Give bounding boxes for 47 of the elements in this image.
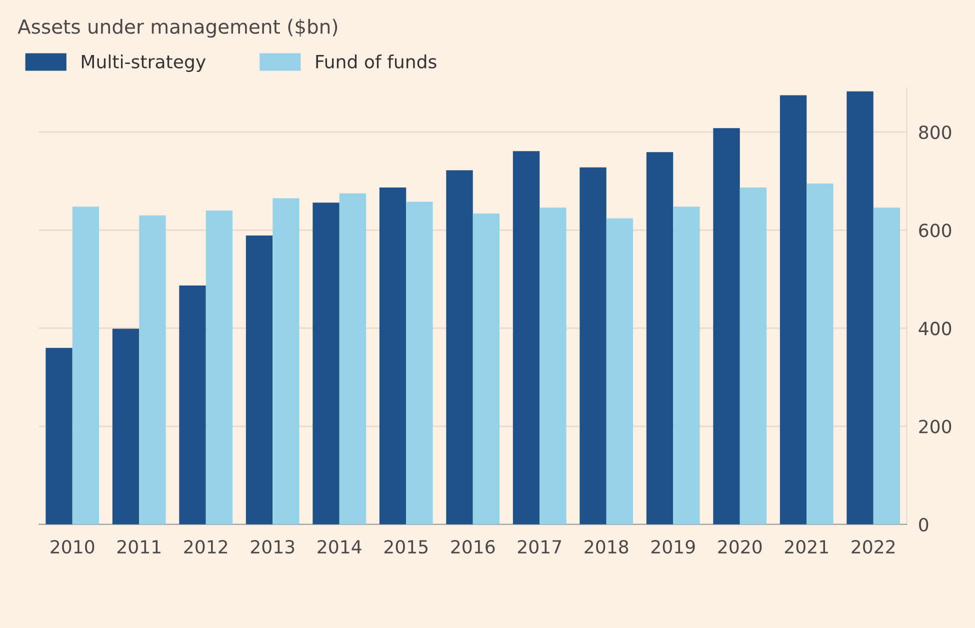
bar <box>472 213 500 524</box>
bar <box>846 91 874 524</box>
x-tick-label: 2011 <box>117 540 160 554</box>
bar <box>540 208 566 524</box>
bar <box>46 348 72 524</box>
legend-label: Multi-strategy <box>82 54 206 72</box>
bar <box>780 95 807 524</box>
bar <box>312 202 340 524</box>
bar <box>580 167 606 524</box>
bar <box>139 215 166 524</box>
chart-title: Assets under management ($bn) <box>18 18 338 38</box>
x-tick-label: 2017 <box>518 540 562 554</box>
bar <box>72 206 100 524</box>
bar <box>713 128 740 524</box>
bar <box>606 218 634 524</box>
bar <box>339 193 366 524</box>
x-tick-label: 2021 <box>784 540 828 554</box>
x-tick-label: 2010 <box>50 540 94 554</box>
bar <box>740 187 767 524</box>
y-tick-label: 0 <box>919 518 928 532</box>
bar <box>179 286 206 524</box>
bar <box>806 184 834 524</box>
bar <box>673 206 700 524</box>
y-tick-label: 200 <box>919 420 952 434</box>
bar <box>246 236 273 524</box>
x-tick-label: 2019 <box>651 540 695 554</box>
x-tick-label: 2015 <box>384 540 428 554</box>
x-tick-label: 2014 <box>318 540 362 554</box>
bar <box>512 151 540 524</box>
x-tick-label: 2016 <box>451 540 495 554</box>
bar <box>272 198 300 524</box>
bar <box>379 187 406 524</box>
bar <box>406 202 433 524</box>
y-tick-label: 800 <box>919 126 952 140</box>
bar <box>206 210 233 524</box>
x-tick-label: 2013 <box>250 540 294 554</box>
legend-label: Fund of funds <box>316 54 436 68</box>
bar <box>112 328 140 524</box>
bar <box>646 152 674 524</box>
x-tick-label: 2018 <box>584 540 628 554</box>
x-tick-label: 2012 <box>184 540 228 554</box>
x-tick-label: 2022 <box>852 540 895 554</box>
x-tick-label: 2020 <box>718 540 762 554</box>
y-tick-label: 600 <box>919 224 952 238</box>
bar <box>873 208 900 524</box>
bar <box>446 170 473 524</box>
y-tick-label: 400 <box>918 322 952 336</box>
